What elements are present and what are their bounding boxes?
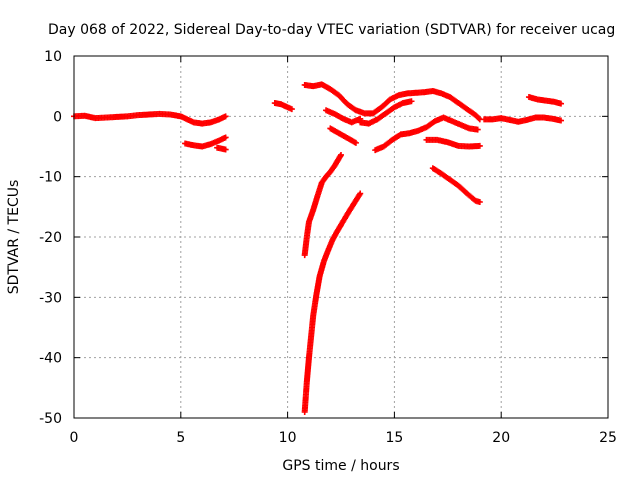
series-arc-8	[357, 98, 415, 127]
series-arc-5	[301, 81, 483, 123]
data-point-marker	[476, 199, 483, 206]
y-tick-label: 10	[44, 49, 62, 65]
series-arc-1	[71, 110, 229, 127]
series-arc-7	[327, 125, 359, 146]
series-arc-14	[481, 114, 565, 125]
y-tick-label: -50	[39, 411, 62, 427]
data-point-marker	[357, 190, 364, 197]
y-tick-label: -40	[39, 351, 62, 367]
y-tick-label: -30	[39, 290, 62, 306]
data-point-marker	[558, 117, 565, 124]
data-point-marker	[474, 126, 481, 133]
data-point-marker	[408, 98, 415, 105]
chart-title: Day 068 of 2022, Sidereal Day-to-day VTE…	[48, 22, 615, 38]
data-point-marker	[222, 113, 229, 120]
data-point-marker	[352, 139, 359, 146]
y-axis-label: SDTVAR / TECUs	[6, 180, 22, 295]
data-point-marker	[222, 146, 229, 153]
data-point-marker	[338, 151, 344, 158]
series-arc-9	[372, 114, 481, 154]
data-point-marker	[222, 134, 229, 141]
x-axis-label: GPS time / hours	[282, 458, 399, 474]
data-point-marker	[475, 115, 482, 122]
data-point-marker	[476, 142, 483, 149]
series-arc-2	[182, 134, 229, 150]
axis-ticks: 0 5 10 15 20 25 -50 -40 -30 -20 -10 0 10	[39, 49, 617, 446]
series-arc-3	[214, 144, 229, 153]
data-point-marker	[558, 100, 565, 107]
series-arc-13	[301, 190, 364, 415]
x-tick-label: 0	[70, 430, 79, 446]
series-arc-4	[271, 100, 295, 113]
series-arc-15	[525, 94, 565, 107]
series-arc-11	[429, 165, 483, 206]
series-arc-10	[423, 136, 483, 150]
x-tick-label: 20	[492, 430, 510, 446]
x-tick-label: 15	[385, 430, 403, 446]
y-tick-label: -10	[39, 170, 62, 186]
data-marks	[71, 81, 565, 415]
x-tick-label: 25	[599, 430, 617, 446]
plot-frame	[73, 55, 609, 419]
y-tick-label: -20	[39, 230, 62, 246]
series-arc-6	[323, 107, 364, 126]
x-tick-label: 10	[279, 430, 297, 446]
data-point-marker	[288, 106, 295, 113]
grid-lines	[74, 56, 608, 418]
y-tick-label: 0	[53, 109, 62, 125]
series-arc-12	[301, 151, 344, 259]
x-tick-label: 5	[176, 430, 185, 446]
